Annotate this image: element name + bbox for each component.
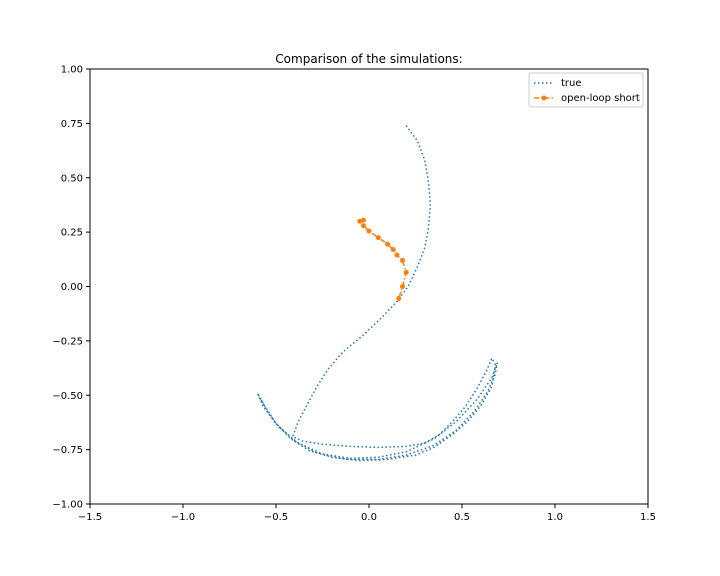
x-tick-label: 1.0 [547, 512, 563, 523]
x-tick-label: 0.0 [361, 512, 377, 523]
data-point-open-loop-short [375, 235, 381, 241]
data-point-open-loop-short [360, 217, 366, 223]
data-point-open-loop-short [399, 284, 405, 289]
x-tick-label: 1.5 [640, 512, 656, 523]
data-point-open-loop-short [366, 228, 372, 234]
y-tick-label: 0.00 [61, 282, 83, 293]
y-tick-label: 0.25 [61, 228, 83, 239]
y-tick-label: 1.00 [61, 65, 83, 76]
legend-marker-open-loop-short [541, 95, 547, 101]
x-tick-label: 0.5 [454, 512, 470, 523]
chart-title: Comparison of the simulations: [275, 52, 462, 66]
y-tick-label: 0.75 [61, 119, 83, 130]
y-tick-label: −0.25 [52, 336, 83, 347]
data-point-open-loop-short [394, 252, 400, 258]
legend-box [528, 72, 644, 108]
y-tick-label: −1.00 [52, 500, 83, 511]
data-point-open-loop-short [390, 247, 396, 253]
data-point-open-loop-short [396, 295, 402, 301]
y-tick-label: −0.50 [52, 391, 83, 402]
legend-label-open-loop-short: open-loop short [561, 93, 640, 104]
x-tick-label: −1.0 [171, 512, 195, 523]
data-point-open-loop-short [403, 269, 409, 275]
data-point-open-loop-short [360, 223, 366, 229]
axis-ticks: −1.5 −1.0 −0.5 0.0 0.5 1.0 1.5 −1.00 −0.75 −0.50 −… [52, 65, 656, 524]
series-line-true [256, 125, 499, 462]
legend-label-true: true [561, 78, 582, 89]
legend: true open-loop short [528, 72, 644, 108]
y-tick-label: −0.75 [52, 445, 83, 456]
y-tick-label: 0.50 [61, 173, 83, 184]
x-tick-label: −1.5 [78, 512, 102, 523]
data-point-open-loop-short [399, 257, 405, 263]
x-tick-label: −0.5 [264, 512, 288, 523]
plot-area [256, 125, 499, 462]
data-point-open-loop-short [385, 241, 391, 247]
